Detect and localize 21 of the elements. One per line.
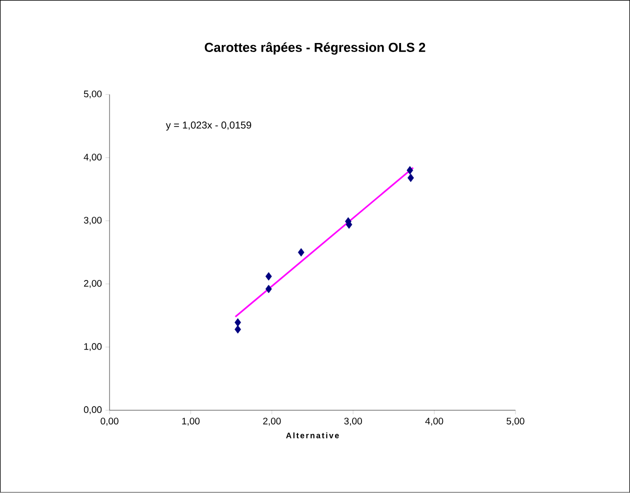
point bbox=[265, 272, 272, 281]
y-tick-label: 3,00 bbox=[84, 217, 102, 225]
y-tick-label: 2,00 bbox=[84, 280, 102, 288]
point bbox=[234, 318, 242, 327]
x-tick-label: 0,00 bbox=[100, 418, 118, 426]
y-tick-label: 1,00 bbox=[84, 343, 102, 352]
x-tick-label: 4,00 bbox=[425, 418, 444, 426]
annotation: y = 1,023x - 0,0159 bbox=[166, 122, 252, 131]
x-tick-label: 3,00 bbox=[344, 418, 362, 426]
point bbox=[234, 325, 242, 334]
x-tick-label: 5,00 bbox=[506, 418, 524, 426]
point bbox=[265, 284, 272, 294]
point bbox=[408, 174, 414, 182]
y-tick-label: 4,00 bbox=[84, 154, 102, 162]
point bbox=[298, 248, 304, 257]
chart-title: Carottes râpées - Régression OLS 2 bbox=[204, 42, 426, 55]
point bbox=[406, 166, 414, 175]
y-tick-label: 0,00 bbox=[84, 406, 102, 414]
x-tick-label: 1,00 bbox=[182, 418, 200, 426]
x-tick-label: 2,00 bbox=[263, 418, 281, 426]
y-tick-label: 5,00 bbox=[84, 90, 102, 99]
